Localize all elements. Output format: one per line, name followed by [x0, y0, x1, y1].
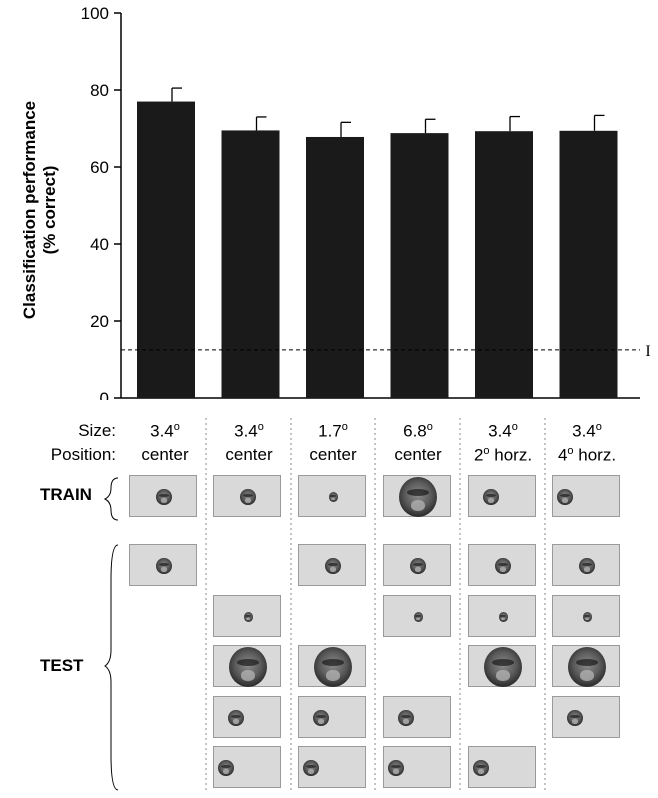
monkey-face-icon	[410, 557, 426, 575]
size-row-label: Size:	[78, 421, 116, 440]
monkey-face-icon	[582, 612, 592, 622]
test-label: TEST	[40, 656, 84, 675]
test-panel-4-6	[552, 696, 620, 738]
bar-6	[559, 130, 618, 398]
size-value-4: 6.8o	[403, 421, 433, 441]
monkey-face-icon	[328, 492, 338, 502]
test-panel-1-5	[468, 544, 536, 586]
monkey-face-icon	[313, 709, 329, 727]
size-value-1: 3.4o	[150, 421, 180, 441]
monkey-face-icon	[579, 557, 595, 575]
y-tick-label-100: 100	[81, 4, 109, 23]
monkey-face-icon	[473, 759, 489, 777]
monkey-face-icon	[325, 557, 341, 575]
test-brace	[104, 544, 119, 791]
test-panel-1-3	[298, 544, 366, 586]
test-panel-5-4	[383, 746, 451, 788]
size-value-5: 3.4o	[488, 421, 518, 441]
y-tick-label-20: 20	[90, 312, 109, 331]
bar-chart: 0 20 40 60 80 100 I	[81, 4, 651, 400]
monkey-face-icon	[218, 759, 234, 777]
position-value-6: 4o horz.	[557, 445, 617, 465]
test-panel-1-4	[383, 544, 451, 586]
monkey-face-icon	[495, 557, 511, 575]
size-value-2: 3.4o	[234, 421, 264, 441]
monkey-face-icon	[568, 647, 606, 687]
monkey-face-icon	[243, 612, 253, 622]
test-panel-5-5	[468, 746, 536, 788]
train-panel-3	[298, 475, 366, 517]
y-tick-label-40: 40	[90, 235, 109, 254]
test-panel-2-2	[213, 595, 281, 637]
position-row-label: Position:	[50, 445, 116, 464]
size-value-3: 1.7o	[318, 421, 348, 441]
monkey-face-icon	[156, 488, 172, 506]
monkey-face-icon	[229, 647, 267, 687]
bar-5	[475, 131, 533, 398]
monkey-face-icon	[314, 647, 352, 687]
train-brace	[103, 477, 119, 521]
test-panel-2-6	[552, 595, 620, 637]
test-panel-3-2	[213, 645, 281, 687]
position-value-2: center	[225, 445, 273, 464]
test-panel-4-3	[298, 696, 366, 738]
monkey-face-icon	[156, 557, 172, 575]
bar-4	[390, 133, 449, 398]
monkey-face-icon	[399, 477, 437, 517]
test-panel-1-6	[552, 544, 620, 586]
test-panel-2-4	[383, 595, 451, 637]
monkey-face-icon	[398, 709, 414, 727]
chance-marker: I	[645, 343, 650, 360]
monkey-face-icon	[498, 612, 508, 622]
train-panel-1	[129, 475, 197, 517]
train-label: TRAIN	[40, 485, 92, 504]
y-axis-label: Classification performance (% correct)	[10, 60, 70, 360]
monkey-face-icon	[567, 709, 583, 727]
bar-1	[137, 101, 195, 399]
test-panel-2-5	[468, 595, 536, 637]
y-axis-label-line-1: Classification performance	[20, 100, 39, 320]
monkey-face-icon	[413, 612, 423, 622]
test-panel-3-6	[552, 645, 620, 687]
test-panel-5-3	[298, 746, 366, 788]
position-value-5: 2o horz.	[473, 445, 533, 465]
test-panel-4-2	[213, 696, 281, 738]
monkey-face-icon	[303, 759, 319, 777]
test-panel-5-2	[213, 746, 281, 788]
bar-3	[306, 136, 364, 398]
y-tick-label-0: 0	[100, 389, 109, 400]
position-value-1: center	[141, 445, 189, 464]
test-panel-1-1	[129, 544, 197, 586]
monkey-face-icon	[483, 488, 499, 506]
test-panel-4-4	[383, 696, 451, 738]
test-panel-3-3	[298, 645, 366, 687]
position-value-3: center	[309, 445, 357, 464]
train-panel-5	[468, 475, 536, 517]
bar-2	[221, 130, 280, 399]
size-value-6: 3.4o	[572, 421, 602, 441]
train-panel-4	[383, 475, 451, 517]
monkey-face-icon	[240, 488, 256, 506]
position-value-4: center	[394, 445, 442, 464]
y-tick-label-60: 60	[90, 158, 109, 177]
test-panel-3-5	[468, 645, 536, 687]
y-axis-label-line-2: (% correct)	[40, 165, 59, 255]
monkey-face-icon	[388, 759, 404, 777]
monkey-face-icon	[484, 647, 522, 687]
train-panel-6	[552, 475, 620, 517]
train-panel-2	[213, 475, 281, 517]
monkey-face-icon	[557, 488, 573, 506]
monkey-face-icon	[228, 709, 244, 727]
y-tick-label-80: 80	[90, 81, 109, 100]
